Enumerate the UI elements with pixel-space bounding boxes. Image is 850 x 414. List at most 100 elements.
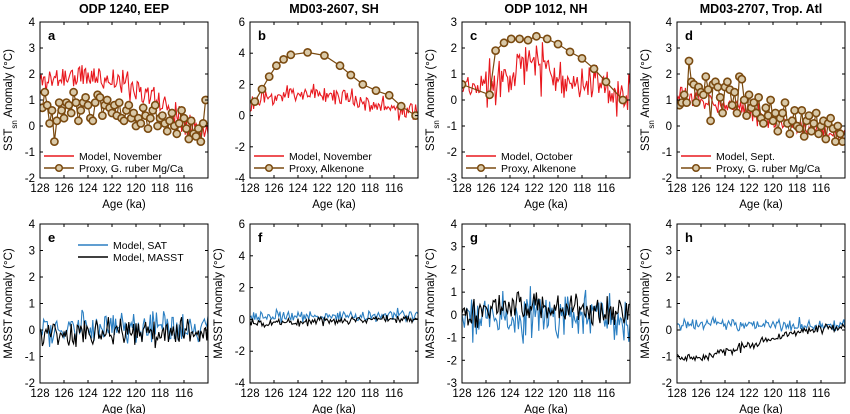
proxy-point bbox=[778, 108, 787, 118]
y-tick-label: 0 bbox=[666, 325, 672, 337]
axes-frame bbox=[249, 223, 419, 384]
series-line-1 bbox=[462, 291, 630, 328]
proxy-point bbox=[50, 137, 59, 146]
proxy-point bbox=[191, 131, 201, 141]
panel-title: MD03-2707, Trop. Atl bbox=[700, 2, 823, 16]
panel-h: 128 126 124 122 120 118 116 -2 -1 0 1 2 3 4 Age (ka) MA… bbox=[640, 219, 846, 414]
proxy-point bbox=[42, 100, 52, 110]
proxy-point bbox=[523, 35, 533, 45]
y-tick-label: 2 bbox=[451, 43, 457, 55]
x-tick-label: 124 bbox=[288, 388, 308, 400]
x-tick-label: 116 bbox=[597, 183, 615, 195]
y-tick-label: 3 bbox=[451, 242, 457, 254]
proxy-point bbox=[804, 111, 814, 120]
x-tick-label: 124 bbox=[715, 183, 735, 195]
series-group bbox=[462, 31, 630, 117]
x-tick-label: 122 bbox=[524, 183, 543, 195]
y-tick-label: -2 bbox=[235, 142, 245, 154]
proxy-point bbox=[790, 106, 799, 115]
x-tick-label: 120 bbox=[548, 388, 567, 400]
y-tick-label: -2 bbox=[662, 173, 672, 185]
series-line-1 bbox=[40, 317, 208, 349]
proxy-point bbox=[730, 87, 739, 97]
y-tick-label: 1 bbox=[451, 287, 457, 299]
legend-marker bbox=[476, 163, 486, 173]
proxy-point bbox=[69, 87, 78, 97]
proxy-point bbox=[799, 131, 809, 141]
proxy-point bbox=[727, 100, 737, 110]
panel-g: 128 126 124 122 120 118 116 -3 -2 -1 0 1 2 3 4 Age (ka)… bbox=[425, 219, 631, 414]
proxy-point bbox=[83, 100, 93, 110]
proxy-point bbox=[737, 74, 747, 84]
proxy-point bbox=[52, 116, 62, 126]
x-axis-label: Age (ka) bbox=[739, 404, 783, 414]
proxy-point bbox=[165, 116, 174, 126]
x-tick-label: 122 bbox=[739, 388, 758, 400]
proxy-point bbox=[768, 116, 778, 126]
x-tick-label: 124 bbox=[500, 183, 520, 195]
proxy-point bbox=[150, 100, 160, 110]
proxy-point bbox=[701, 72, 711, 81]
proxy-point bbox=[98, 111, 107, 120]
proxy-point bbox=[532, 31, 541, 41]
y-tick-label: -1 bbox=[447, 121, 457, 133]
proxy-point bbox=[826, 113, 835, 123]
proxy-point bbox=[682, 98, 691, 107]
x-tick-label: 122 bbox=[312, 183, 331, 195]
y-tick-label: 0 bbox=[29, 325, 35, 337]
x-axis-label: Age (ka) bbox=[739, 199, 783, 211]
y-tick-label: -2 bbox=[662, 378, 672, 390]
x-tick-label: 116 bbox=[175, 183, 193, 195]
series-group bbox=[40, 65, 208, 146]
y-tick-label: 1 bbox=[29, 95, 35, 107]
proxy-point bbox=[759, 119, 768, 128]
y-tick-label: -1 bbox=[662, 147, 672, 159]
proxy-point bbox=[691, 98, 701, 107]
proxy-point bbox=[264, 72, 274, 81]
proxy-point bbox=[114, 98, 124, 107]
proxy-point bbox=[138, 103, 148, 113]
proxy-point bbox=[124, 100, 134, 110]
proxy-point bbox=[76, 106, 86, 115]
y-axis-label: MASST Anomaly (°C) bbox=[213, 248, 225, 359]
proxy-point bbox=[807, 126, 816, 136]
x-axis-label: Age (ka) bbox=[102, 404, 146, 414]
series-group bbox=[677, 56, 845, 146]
proxy-point bbox=[90, 98, 100, 107]
y-tick-label: 2 bbox=[666, 69, 672, 81]
proxy-point bbox=[198, 119, 208, 128]
legend-label: Proxy, Alkenone bbox=[501, 163, 576, 175]
proxy-point bbox=[346, 70, 356, 80]
proxy-point bbox=[515, 34, 524, 44]
y-tick-label: 0 bbox=[666, 121, 672, 133]
proxy-point bbox=[499, 38, 509, 48]
proxy-point bbox=[742, 111, 751, 120]
y-axis-label: SSTsn Anomaly (°C) bbox=[3, 49, 19, 151]
proxy-point bbox=[485, 90, 494, 100]
y-tick-label: 2 bbox=[239, 79, 245, 91]
y-label-subscript: sn bbox=[432, 120, 441, 128]
proxy-point bbox=[542, 34, 552, 44]
legend-label: Model, SAT bbox=[113, 240, 168, 252]
x-axis-label: Age (ka) bbox=[524, 404, 568, 414]
proxy-point bbox=[814, 129, 823, 139]
proxy-point bbox=[335, 61, 345, 71]
proxy-point bbox=[703, 85, 713, 94]
series-group bbox=[250, 48, 418, 121]
series-line-0 bbox=[250, 307, 418, 324]
proxy-point bbox=[319, 51, 329, 60]
x-tick-label: 118 bbox=[573, 183, 591, 195]
proxy-point bbox=[95, 93, 105, 102]
panel-title: ODP 1240, EEP bbox=[79, 2, 169, 16]
proxy-point bbox=[196, 137, 206, 146]
proxy-point bbox=[257, 84, 267, 94]
y-tick-label: -1 bbox=[447, 333, 457, 345]
proxy-point bbox=[167, 108, 177, 118]
proxy-point bbox=[303, 48, 312, 57]
x-tick-label: 116 bbox=[597, 388, 615, 400]
x-tick-label: 124 bbox=[715, 388, 735, 400]
legend-label: Proxy, Alkenone bbox=[289, 163, 364, 175]
y-tick-label: 4 bbox=[239, 251, 246, 263]
proxy-point bbox=[835, 129, 845, 139]
